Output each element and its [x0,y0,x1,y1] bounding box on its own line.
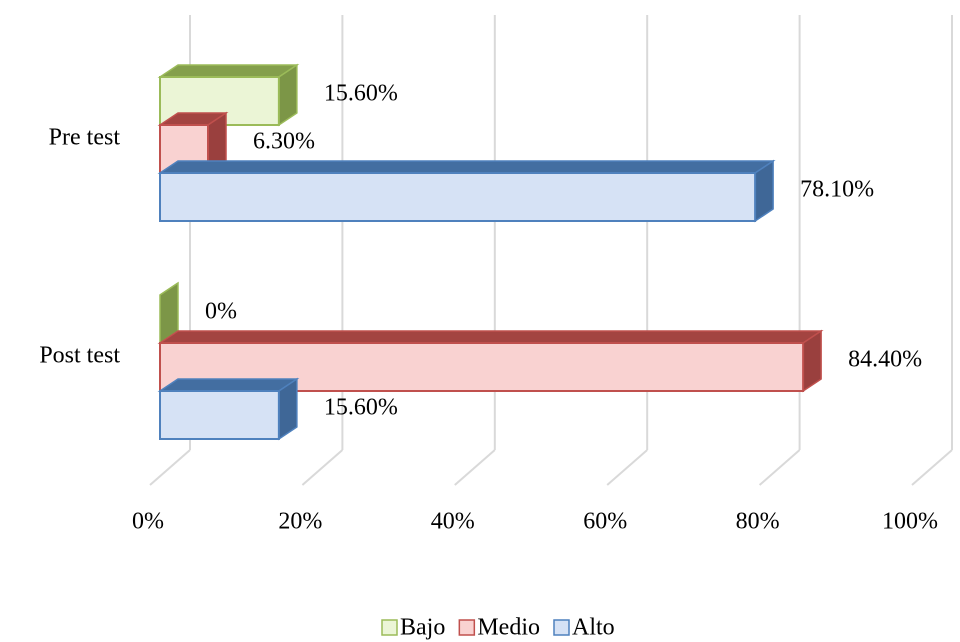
x-tick-label: 100% [882,509,938,535]
category-label: Pre test [49,125,121,151]
floor-line [606,449,648,486]
floor-line [301,449,344,486]
bar [157,159,776,223]
floor-line [454,449,496,486]
bar-top [157,160,776,174]
x-tick-label: 0% [132,509,164,535]
x-tick-label: 40% [431,509,475,535]
x-tick-label: 80% [736,509,780,535]
floor-line [911,449,953,486]
legend-label: Bajo [400,615,445,641]
x-tick-label: 20% [278,509,322,535]
data-label: 0% [205,299,237,325]
category-label: Post test [39,343,120,369]
data-label: 15.60% [324,395,398,421]
floor-line [149,449,191,486]
legend-swatch [458,619,476,636]
legend-label: Medio [477,615,540,641]
legend-swatch [553,619,570,636]
bar-front [159,172,757,222]
floor-line [758,449,801,486]
data-label: 84.40% [848,347,922,373]
bar-top [157,330,824,344]
legend-label: Alto [572,615,615,641]
data-label: 6.30% [253,129,315,155]
bar [157,377,300,441]
bar-top [157,64,300,78]
legend-swatch [381,619,398,636]
data-label: 15.60% [324,81,398,107]
bar-front [159,390,280,440]
bar-top [157,378,300,392]
x-tick-label: 60% [583,509,627,535]
data-label: 78.10% [800,177,874,203]
